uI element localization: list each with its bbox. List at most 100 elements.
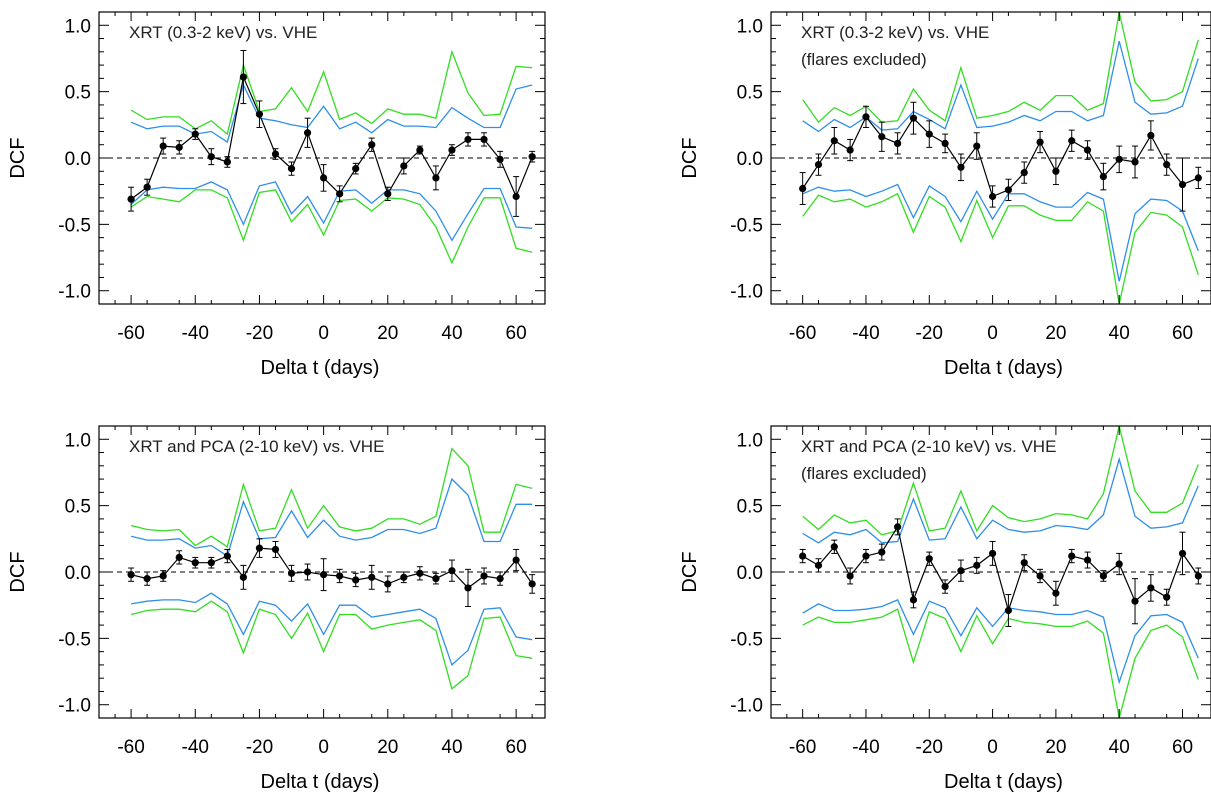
data-point — [814, 561, 823, 569]
data-point — [191, 130, 199, 138]
data-point — [1036, 572, 1044, 580]
y-tick-label: 0.0 — [65, 149, 91, 170]
data-point — [223, 552, 231, 560]
data-point — [909, 596, 918, 604]
outer-band-upper-line — [130, 49, 533, 136]
data-point — [1178, 549, 1187, 558]
x-tick-label: 20 — [1045, 737, 1066, 758]
y-tick-label: 0.0 — [65, 563, 91, 584]
x-tick-label: 60 — [1172, 323, 1193, 344]
dcf-series-line — [802, 525, 1199, 613]
panel-title: XRT (0.3-2 keV) vs. VHE — [129, 23, 317, 42]
data-point — [480, 572, 488, 580]
data-point — [432, 575, 440, 583]
y-axis-label: DCF — [679, 551, 701, 592]
y-axis-label: DCF — [7, 551, 29, 592]
data-point — [159, 572, 167, 580]
dcf-series-line — [802, 115, 1199, 198]
outer-band-lower-line — [802, 192, 1199, 304]
data-point — [1194, 572, 1202, 580]
y-tick-label: 0.5 — [65, 497, 91, 518]
inner-band-lower-line — [802, 599, 1199, 685]
data-point — [830, 137, 838, 145]
data-point — [480, 135, 488, 144]
y-tick-label: 0.0 — [737, 149, 763, 170]
x-tick-label: 0 — [987, 737, 998, 758]
data-point — [799, 184, 807, 193]
data-point — [973, 142, 981, 150]
data-point — [336, 572, 344, 580]
data-point — [925, 555, 933, 563]
data-point — [320, 174, 328, 182]
data-point — [988, 549, 997, 558]
chart-panel-4: -60 -40 -20 0 20 40 60 -1.0 -0.5 0.0 0.5 1.0 Delta t… — [679, 425, 1211, 793]
data-point — [862, 552, 870, 560]
data-point — [287, 569, 296, 577]
data-point — [528, 580, 536, 588]
data-point — [1004, 606, 1013, 615]
x-tick-label: 40 — [441, 737, 462, 758]
y-tick-label: -1.0 — [730, 696, 763, 717]
data-point — [528, 153, 536, 161]
y-tick-label: 1.0 — [65, 16, 91, 37]
data-point — [846, 146, 854, 154]
data-point — [384, 580, 392, 588]
x-tick-label: 60 — [1172, 737, 1193, 758]
data-point — [1194, 174, 1202, 182]
x-tick-label: -40 — [852, 323, 879, 344]
x-tick-label: -40 — [182, 323, 209, 344]
data-point — [988, 192, 997, 201]
x-axis-label: Delta t (days) — [261, 357, 380, 379]
data-point — [303, 129, 312, 137]
data-point — [255, 110, 264, 118]
data-point — [1147, 584, 1155, 592]
inner-band-upper-line — [802, 456, 1199, 544]
data-point — [878, 133, 886, 141]
data-point — [496, 575, 504, 583]
x-tick-label: -20 — [916, 323, 943, 344]
x-tick-label: -60 — [789, 737, 816, 758]
data-point — [1163, 593, 1171, 601]
data-point — [207, 559, 215, 567]
x-tick-label: -20 — [246, 323, 273, 344]
dcf-series-line — [130, 547, 533, 589]
data-point — [464, 584, 472, 592]
data-point — [223, 158, 231, 166]
data-point — [448, 146, 456, 154]
y-tick-label: 0.5 — [65, 83, 91, 104]
data-point — [416, 569, 424, 577]
data-point — [1131, 158, 1139, 166]
data-point — [239, 73, 247, 81]
data-point — [941, 583, 949, 591]
data-point — [175, 143, 183, 151]
panel-title: XRT and PCA (2-10 keV) vs. VHE — [129, 437, 384, 456]
data-point — [287, 165, 296, 173]
data-point — [862, 113, 870, 121]
x-axis-label: Delta t (days) — [261, 771, 380, 793]
data-point — [496, 155, 504, 163]
data-point — [336, 190, 344, 198]
data-point — [191, 559, 199, 567]
data-point — [925, 130, 933, 138]
data-point — [1099, 572, 1107, 580]
data-point — [464, 135, 472, 144]
inner-band-lower-line — [802, 183, 1199, 282]
data-point — [1052, 167, 1060, 175]
data-point — [368, 573, 376, 581]
panel-subtitle: (flares excluded) — [801, 50, 927, 69]
x-tick-label: 20 — [377, 323, 398, 344]
x-tick-label: 40 — [441, 323, 462, 344]
x-tick-label: -40 — [852, 737, 879, 758]
x-tick-label: 20 — [1045, 323, 1066, 344]
data-point — [1147, 131, 1155, 140]
x-tick-label: -20 — [916, 737, 943, 758]
inner-band-lower-line — [130, 181, 533, 242]
data-point — [271, 545, 280, 554]
data-point — [799, 552, 807, 560]
data-point — [1036, 138, 1044, 146]
data-point — [941, 139, 949, 147]
x-tick-label: 20 — [377, 737, 398, 758]
data-point — [303, 568, 312, 576]
panel-subtitle: (flares excluded) — [801, 464, 927, 483]
x-tick-label: 0 — [987, 323, 998, 344]
